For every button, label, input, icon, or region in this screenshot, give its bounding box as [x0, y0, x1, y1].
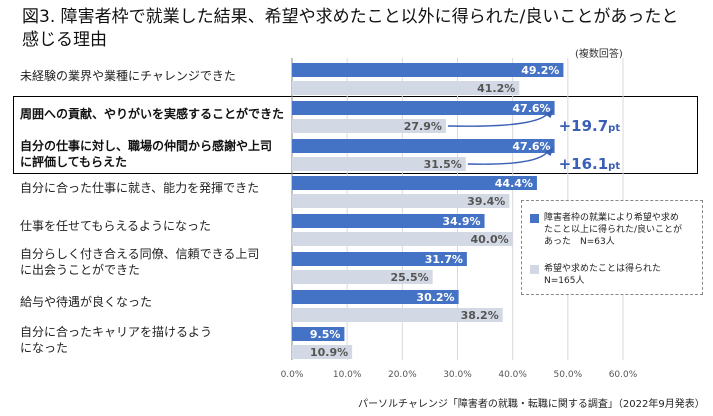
multiple-answer-note: (複数回答)	[575, 49, 623, 60]
value-label: 34.9%	[442, 215, 480, 228]
improvement-arrow	[447, 111, 550, 127]
bar-series2	[292, 81, 520, 95]
chart-title: 図3. 障害者枠で就業した結果、希望や求めたこと以外に得られた/良いことがあった…	[22, 7, 679, 50]
improvement-unit: pt	[608, 123, 620, 134]
category-label: 自分らしく付き合える同僚、信頼できる上司 に出会うことができた	[20, 246, 290, 278]
legend-label-series2: 希望や求めたことは得られた N=165人	[544, 263, 696, 287]
value-label: 25.5%	[391, 271, 429, 284]
category-label: 自分に合ったキャリアを描けるよう になった	[20, 324, 290, 356]
x-tick-label: 30.0%	[443, 370, 472, 380]
x-tick-label: 60.0%	[609, 370, 638, 380]
value-label: 49.2%	[521, 64, 559, 77]
category-label-line: 周囲への貢献、やりがいを実感することができた	[20, 107, 285, 121]
value-label: 31.5%	[424, 158, 462, 171]
bar-series1	[292, 252, 467, 266]
value-label: 9.5%	[310, 328, 341, 341]
x-tick-label: 10.0%	[333, 370, 362, 380]
legend-swatch-series1	[530, 214, 539, 223]
legend: 障害者枠の就業により希望や求め たこと以上に得られた/良いことが あった N=63人…	[521, 200, 703, 295]
x-tick-label: 50.0%	[554, 370, 583, 380]
x-tick-label: 40.0%	[498, 370, 527, 380]
legend-text-line: 障害者枠の就業により希望や求め	[544, 213, 679, 223]
category-label: 自分の仕事に対し、職場の仲間から感謝や上司 に評価してもらえた	[20, 138, 290, 170]
bar-series1	[292, 290, 459, 304]
category-label-line: 未経験の業界や業種にチャレンジできた	[20, 69, 236, 83]
category-label-line: 自分の仕事に対し、職場の仲間から感謝や上司	[20, 139, 273, 153]
bar-series1	[292, 214, 485, 228]
legend-label-series1: 障害者枠の就業により希望や求め たこと以上に得られた/良いことが あった N=63人	[544, 212, 696, 248]
bar-series1	[292, 101, 555, 115]
category-label-line: になった	[20, 341, 69, 355]
bar-series2	[292, 157, 466, 171]
legend-text-line: あった N=63人	[544, 237, 615, 247]
value-label: 47.6%	[512, 140, 550, 153]
value-label: 39.4%	[467, 195, 505, 208]
bar-series2	[292, 270, 433, 284]
bar-series2	[292, 308, 503, 322]
category-label-line: 給与や待遇が良くなった	[20, 295, 153, 309]
bar-series2	[292, 194, 510, 208]
category-label-line: 自分に合ったキャリアを描けるよう	[20, 325, 213, 339]
bar-series2	[292, 232, 513, 246]
legend-text-line: N=165人	[544, 276, 585, 286]
source-note: パーソルチャレンジ「障害者の就職・転職に関する調査」（2022年9月発表）	[358, 399, 705, 410]
category-label: 仕事を任せてもらえるようになった	[20, 218, 290, 234]
category-label: 自分に合った仕事に就き、能力を発揮できた	[20, 180, 290, 196]
category-label-line: に出会うことができた	[20, 263, 141, 277]
x-tick-label: 20.0%	[388, 370, 417, 380]
bar-series1	[292, 139, 555, 153]
category-label: 周囲への貢献、やりがいを実感することができた	[20, 106, 290, 122]
value-label: 30.2%	[416, 291, 454, 304]
bar-series2	[292, 119, 446, 133]
legend-swatch-series2	[530, 265, 539, 274]
category-label: 給与や待遇が良くなった	[20, 294, 290, 310]
category-label-line: に評価してもらえた	[20, 155, 128, 169]
category-label: 未経験の業界や業種にチャレンジできた	[20, 68, 290, 84]
improvement-unit: pt	[608, 161, 620, 172]
value-label: 47.6%	[512, 102, 550, 115]
x-tick-label: 0.0%	[281, 370, 304, 380]
category-label-line: 自分らしく付き合える同僚、信頼できる上司	[20, 247, 260, 261]
value-label: 41.2%	[477, 82, 515, 95]
value-label: 40.0%	[470, 233, 508, 246]
category-label-line: 仕事を任せてもらえるようになった	[20, 219, 212, 233]
value-label: 44.4%	[495, 177, 533, 190]
improvement-arrowhead	[544, 147, 554, 156]
value-label: 38.2%	[461, 309, 499, 322]
improvement-annotation: +16.1pt	[559, 155, 621, 173]
bar-series1	[292, 63, 564, 77]
bar-series1	[292, 327, 345, 341]
improvement-annotation: +19.7pt	[559, 117, 621, 135]
category-label-line: 自分に合った仕事に就き、能力を発揮できた	[20, 181, 260, 195]
value-label: 10.9%	[310, 346, 348, 359]
legend-text-line: たこと以上に得られた/良いことが	[544, 225, 683, 235]
bar-series2	[292, 345, 353, 359]
value-label: 31.7%	[425, 253, 463, 266]
legend-text-line: 希望や求めたことは得られた	[544, 264, 662, 274]
value-label: 27.9%	[404, 120, 442, 133]
improvement-arrowhead	[544, 109, 554, 118]
bar-series1	[292, 176, 537, 190]
highlight-box	[13, 96, 698, 174]
